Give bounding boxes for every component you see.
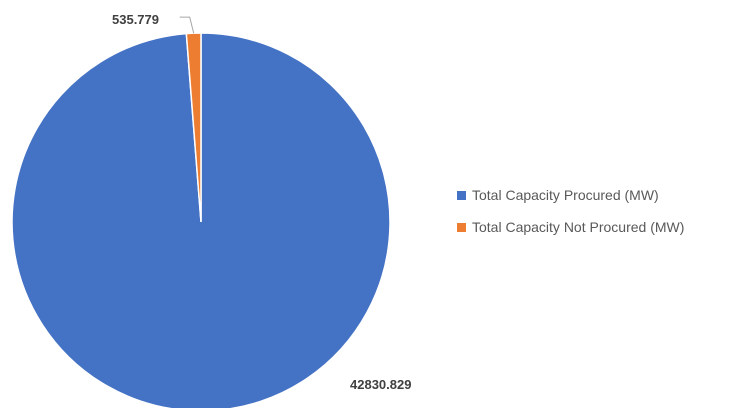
data-label-not-procured: 535.779 [112, 12, 159, 27]
pie-slice-not-procured [185, 32, 202, 223]
legend-label-procured: Total Capacity Procured (MW) [472, 187, 659, 203]
data-label-procured: 42830.829 [350, 377, 411, 392]
legend-item-procured: Total Capacity Procured (MW) [457, 183, 752, 207]
legend-label-not-procured: Total Capacity Not Procured (MW) [472, 219, 685, 235]
legend-item-not-procured: Total Capacity Not Procured (MW) [457, 215, 752, 239]
legend-swatch-not-procured [457, 222, 466, 232]
chart-legend: Total Capacity Procured (MW) Total Capac… [457, 183, 752, 247]
legend-swatch-procured [457, 190, 466, 200]
leader-line-not-procured [179, 16, 195, 34]
